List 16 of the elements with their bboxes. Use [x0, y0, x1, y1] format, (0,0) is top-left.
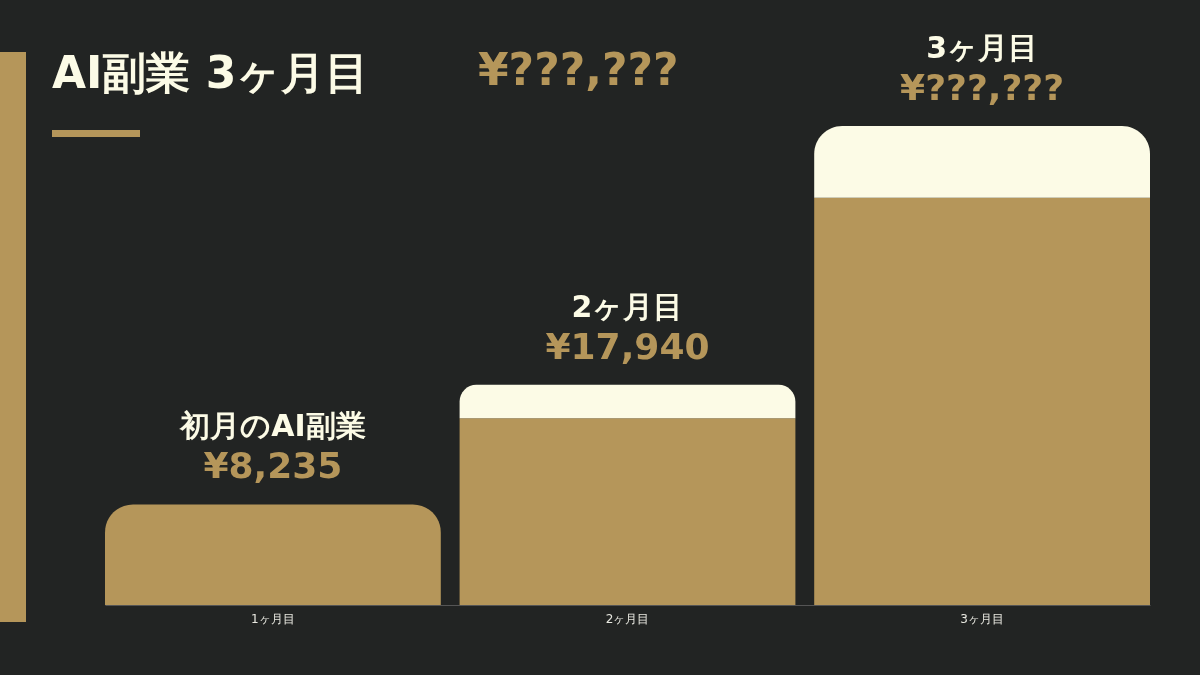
- x-tick-label: 2ヶ月目: [605, 611, 650, 626]
- annotation: ¥8,235: [203, 445, 343, 487]
- bar: [459, 418, 796, 605]
- annotation: ¥17,940: [545, 325, 710, 367]
- annotation: 3ヶ月目: [926, 30, 1039, 65]
- annotation: 2ヶ月目: [571, 288, 684, 324]
- x-tick-label: 1ヶ月目: [251, 611, 295, 626]
- bar: [459, 384, 796, 419]
- chart-subtitle: ¥???,???: [478, 44, 679, 95]
- chart-title: AI副業 3ヶ月目: [52, 46, 370, 100]
- bar: [105, 504, 441, 605]
- bar: [814, 126, 1150, 198]
- bar: [814, 197, 1150, 605]
- x-tick-label: 3ヶ月目: [960, 611, 1004, 626]
- annotation: 初月のAI副業: [179, 408, 366, 444]
- annotation: ¥???,???: [900, 67, 1065, 108]
